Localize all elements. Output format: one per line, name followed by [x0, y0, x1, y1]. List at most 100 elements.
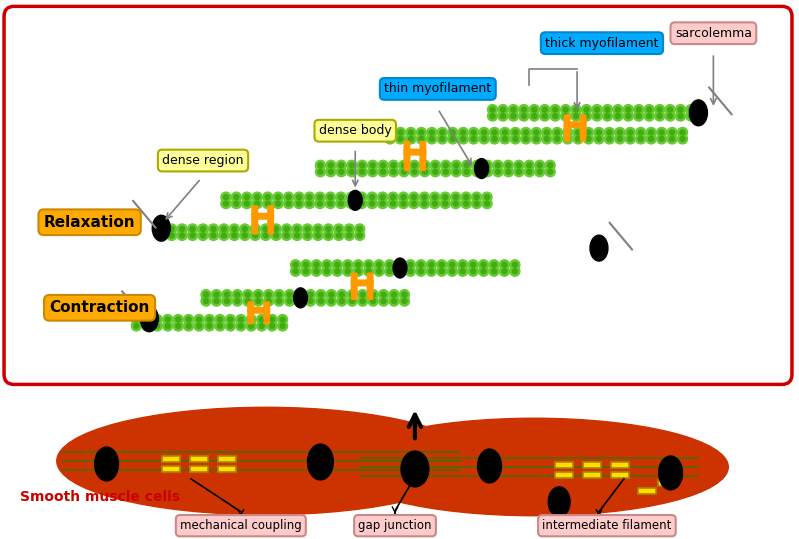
Circle shape [360, 292, 365, 297]
Circle shape [489, 260, 499, 270]
Bar [190, 456, 208, 462]
Circle shape [219, 231, 229, 240]
Circle shape [605, 114, 610, 119]
Circle shape [324, 269, 329, 274]
Circle shape [500, 134, 510, 144]
Circle shape [326, 233, 331, 238]
Circle shape [513, 130, 518, 135]
Circle shape [689, 114, 694, 119]
Circle shape [165, 317, 170, 322]
Circle shape [479, 128, 489, 137]
Circle shape [380, 201, 385, 206]
Circle shape [348, 296, 357, 306]
Circle shape [443, 163, 448, 168]
Circle shape [142, 315, 152, 324]
Circle shape [308, 292, 313, 297]
Circle shape [471, 269, 475, 274]
Circle shape [252, 192, 262, 202]
Circle shape [197, 317, 201, 322]
Circle shape [644, 111, 654, 121]
Circle shape [483, 160, 492, 170]
Circle shape [396, 134, 405, 144]
Circle shape [487, 111, 498, 121]
Circle shape [201, 289, 211, 300]
Ellipse shape [57, 407, 475, 515]
Circle shape [461, 130, 466, 135]
Circle shape [468, 260, 478, 270]
Circle shape [654, 105, 665, 115]
Circle shape [265, 201, 270, 206]
Circle shape [273, 192, 283, 202]
Circle shape [605, 107, 610, 112]
Circle shape [511, 128, 520, 137]
Circle shape [527, 163, 532, 168]
Circle shape [304, 269, 308, 274]
Circle shape [474, 201, 479, 206]
Circle shape [153, 315, 162, 324]
Circle shape [553, 114, 558, 119]
Circle shape [463, 201, 469, 206]
Circle shape [594, 128, 604, 137]
Circle shape [542, 128, 552, 137]
Circle shape [534, 130, 539, 135]
Circle shape [256, 321, 267, 331]
Circle shape [626, 107, 630, 112]
Circle shape [201, 296, 211, 306]
Circle shape [532, 107, 537, 112]
Circle shape [297, 299, 303, 303]
Circle shape [217, 323, 222, 328]
Circle shape [357, 233, 362, 238]
Circle shape [490, 107, 495, 112]
Circle shape [214, 299, 219, 303]
Circle shape [537, 169, 543, 174]
Circle shape [451, 167, 461, 177]
Circle shape [326, 226, 331, 231]
Circle shape [348, 195, 354, 199]
Circle shape [575, 130, 581, 135]
Circle shape [338, 195, 344, 199]
FancyBboxPatch shape [248, 302, 253, 319]
Circle shape [535, 167, 545, 177]
Circle shape [374, 266, 384, 276]
Circle shape [469, 128, 479, 137]
FancyBboxPatch shape [564, 115, 570, 135]
Circle shape [676, 111, 686, 121]
Bar [218, 466, 236, 472]
Circle shape [253, 289, 263, 300]
Circle shape [503, 130, 507, 135]
Ellipse shape [393, 258, 407, 278]
Circle shape [638, 130, 643, 135]
Circle shape [439, 136, 445, 141]
Circle shape [153, 321, 162, 331]
Circle shape [583, 134, 594, 144]
Circle shape [502, 269, 507, 274]
FancyBboxPatch shape [404, 160, 409, 170]
Circle shape [344, 224, 354, 234]
Circle shape [571, 111, 581, 121]
Circle shape [409, 192, 419, 202]
Circle shape [484, 201, 490, 206]
Circle shape [450, 269, 455, 274]
Circle shape [207, 317, 212, 322]
Circle shape [337, 289, 347, 300]
Circle shape [371, 292, 376, 297]
Circle shape [295, 296, 305, 306]
Circle shape [180, 233, 185, 238]
Circle shape [326, 160, 336, 170]
Circle shape [296, 201, 301, 206]
Circle shape [586, 136, 591, 141]
Circle shape [398, 269, 403, 274]
Circle shape [253, 296, 263, 306]
Circle shape [441, 167, 451, 177]
Circle shape [356, 269, 360, 274]
Circle shape [324, 262, 329, 267]
Circle shape [678, 114, 683, 119]
Circle shape [454, 163, 459, 168]
Circle shape [319, 292, 324, 297]
Circle shape [508, 111, 519, 121]
Circle shape [364, 260, 374, 270]
Circle shape [378, 167, 388, 177]
Circle shape [482, 136, 487, 141]
Circle shape [353, 260, 364, 270]
Circle shape [573, 134, 583, 144]
